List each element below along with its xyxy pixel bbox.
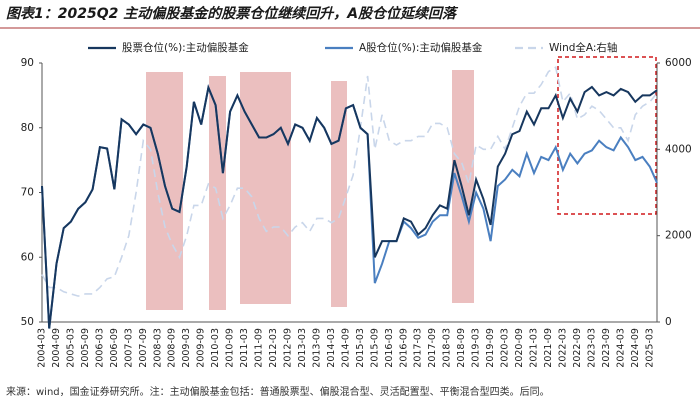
legend-label: A股仓位(%):主动偏股基金 bbox=[359, 41, 483, 54]
x-tick-label: 2020-03 bbox=[500, 328, 511, 368]
x-tick-label: 2015-03 bbox=[355, 328, 366, 368]
x-tick-label: 2006-03 bbox=[94, 328, 105, 368]
shaded-periods bbox=[146, 70, 474, 310]
x-tick-label: 2018-03 bbox=[442, 328, 453, 368]
y-tick-label: 50 bbox=[21, 316, 34, 328]
x-tick-label: 2007-03 bbox=[123, 328, 134, 368]
x-tick-label: 2014-09 bbox=[340, 328, 351, 368]
x-tick-label: 2004-03 bbox=[37, 328, 48, 368]
x-tick-label: 2008-03 bbox=[152, 328, 163, 368]
y-tick-label: 90 bbox=[21, 57, 34, 69]
legend-label: Wind全A:右轴 bbox=[549, 41, 617, 54]
x-tick-label: 2014-03 bbox=[326, 328, 337, 368]
y2-tick-label: 0 bbox=[665, 316, 672, 328]
x-tick-label: 2011-09 bbox=[254, 328, 265, 368]
x-tick-label: 2008-09 bbox=[167, 328, 178, 368]
shade bbox=[146, 72, 183, 310]
x-tick-label: 2023-09 bbox=[601, 328, 612, 368]
x-tick-label: 2006-09 bbox=[109, 328, 120, 368]
x-tick-label: 2009-03 bbox=[181, 328, 192, 368]
x-tick-label: 2017-09 bbox=[427, 328, 438, 368]
x-tick-label: 2015-09 bbox=[369, 328, 380, 368]
x-tick-label: 2018-09 bbox=[456, 328, 467, 368]
x-tick-label: 2012-09 bbox=[283, 328, 294, 368]
y-tick-label: 60 bbox=[21, 251, 34, 263]
x-tick-label: 2023-03 bbox=[586, 328, 597, 368]
x-tick-label: 2007-09 bbox=[138, 328, 149, 368]
chart-title: 图表1：2025Q2 主动偏股基金的股票仓位继续回升，A股仓位延续回落 bbox=[6, 5, 459, 22]
x-tick-label: 2010-03 bbox=[210, 328, 221, 368]
x-tick-label: 2024-09 bbox=[630, 328, 641, 368]
highlight-box bbox=[557, 56, 657, 215]
y2-tick-label: 4000 bbox=[665, 143, 692, 155]
series-line bbox=[41, 66, 658, 297]
x-tick-label: 2020-09 bbox=[514, 328, 525, 368]
shade bbox=[452, 70, 474, 303]
series-line bbox=[41, 84, 658, 329]
shade bbox=[331, 81, 347, 307]
x-tick-label: 2011-03 bbox=[239, 328, 250, 368]
x-tick-label: 2010-09 bbox=[225, 328, 236, 368]
x-tick-label: 2017-03 bbox=[413, 328, 424, 368]
y2-tick-label: 6000 bbox=[665, 57, 692, 69]
source-note: 来源：wind，国金证券研究所。注：主动偏股基金包括：普通股票型、偏股混合型、灵… bbox=[6, 385, 550, 398]
y-tick-label: 70 bbox=[21, 187, 34, 199]
x-tick-label: 2019-09 bbox=[485, 328, 496, 368]
x-tick-label: 2019-03 bbox=[471, 328, 482, 368]
x-tick-label: 2022-09 bbox=[572, 328, 583, 368]
shade bbox=[240, 72, 291, 304]
x-tick-label: 2009-09 bbox=[196, 328, 207, 368]
x-tick-label: 2021-09 bbox=[543, 328, 554, 368]
x-tick-label: 2005-03 bbox=[65, 328, 76, 368]
x-tick-label: 2022-03 bbox=[557, 328, 568, 368]
x-tick-label: 2016-09 bbox=[398, 328, 409, 368]
x-tick-label: 2013-03 bbox=[297, 328, 308, 368]
x-tick-label: 2024-03 bbox=[615, 328, 626, 368]
x-tick-label: 2013-09 bbox=[311, 328, 322, 368]
x-tick-label: 2025-03 bbox=[644, 328, 655, 368]
x-tick-label: 2004-09 bbox=[51, 328, 62, 368]
y-tick-label: 80 bbox=[21, 122, 34, 134]
x-tick-label: 2012-03 bbox=[268, 328, 279, 368]
y2-tick-label: 2000 bbox=[665, 230, 692, 242]
x-tick-label: 2021-03 bbox=[529, 328, 540, 368]
legend-label: 股票仓位(%):主动偏股基金 bbox=[122, 41, 249, 54]
x-tick-label: 2016-03 bbox=[384, 328, 395, 368]
x-tick-label: 2005-09 bbox=[80, 328, 91, 368]
